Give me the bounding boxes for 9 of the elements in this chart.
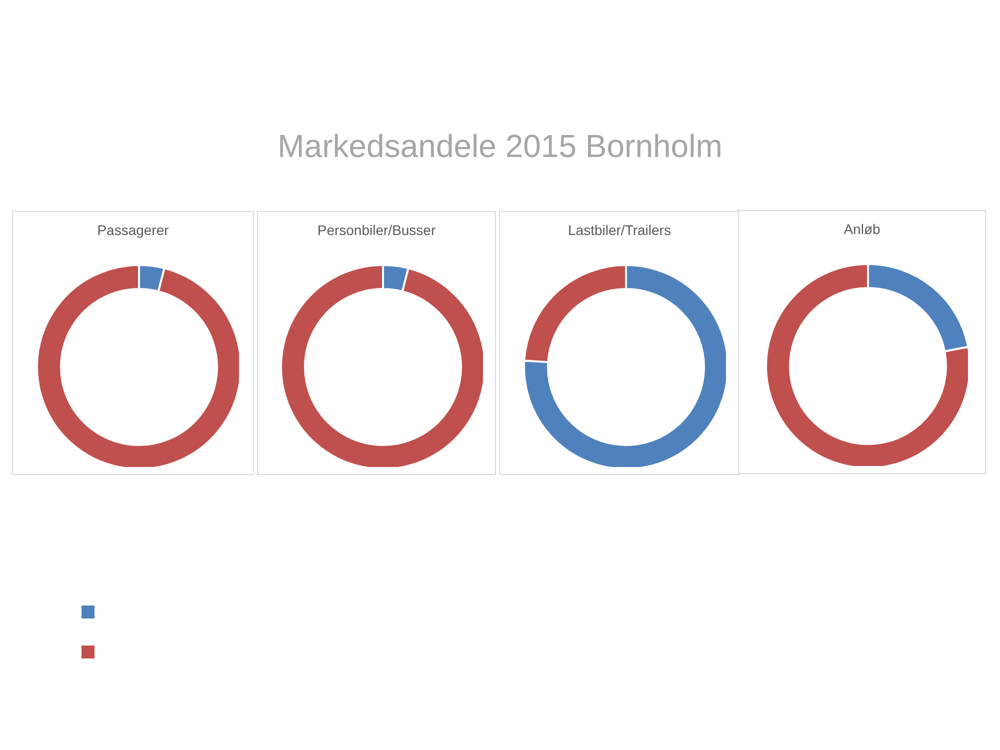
chart-title: Anløb <box>842 221 882 237</box>
chart-title: Passagerer <box>96 222 170 238</box>
donut-slice <box>765 263 968 466</box>
chart-title: Lastbiler/Trailers <box>567 222 672 238</box>
donut-slice <box>522 264 726 467</box>
donut-slice <box>36 264 239 467</box>
donut-slice <box>280 264 482 467</box>
text: Markedsandele 2015 Bornholm <box>276 128 724 165</box>
chart-title: Personbiler/Busser <box>316 222 437 238</box>
